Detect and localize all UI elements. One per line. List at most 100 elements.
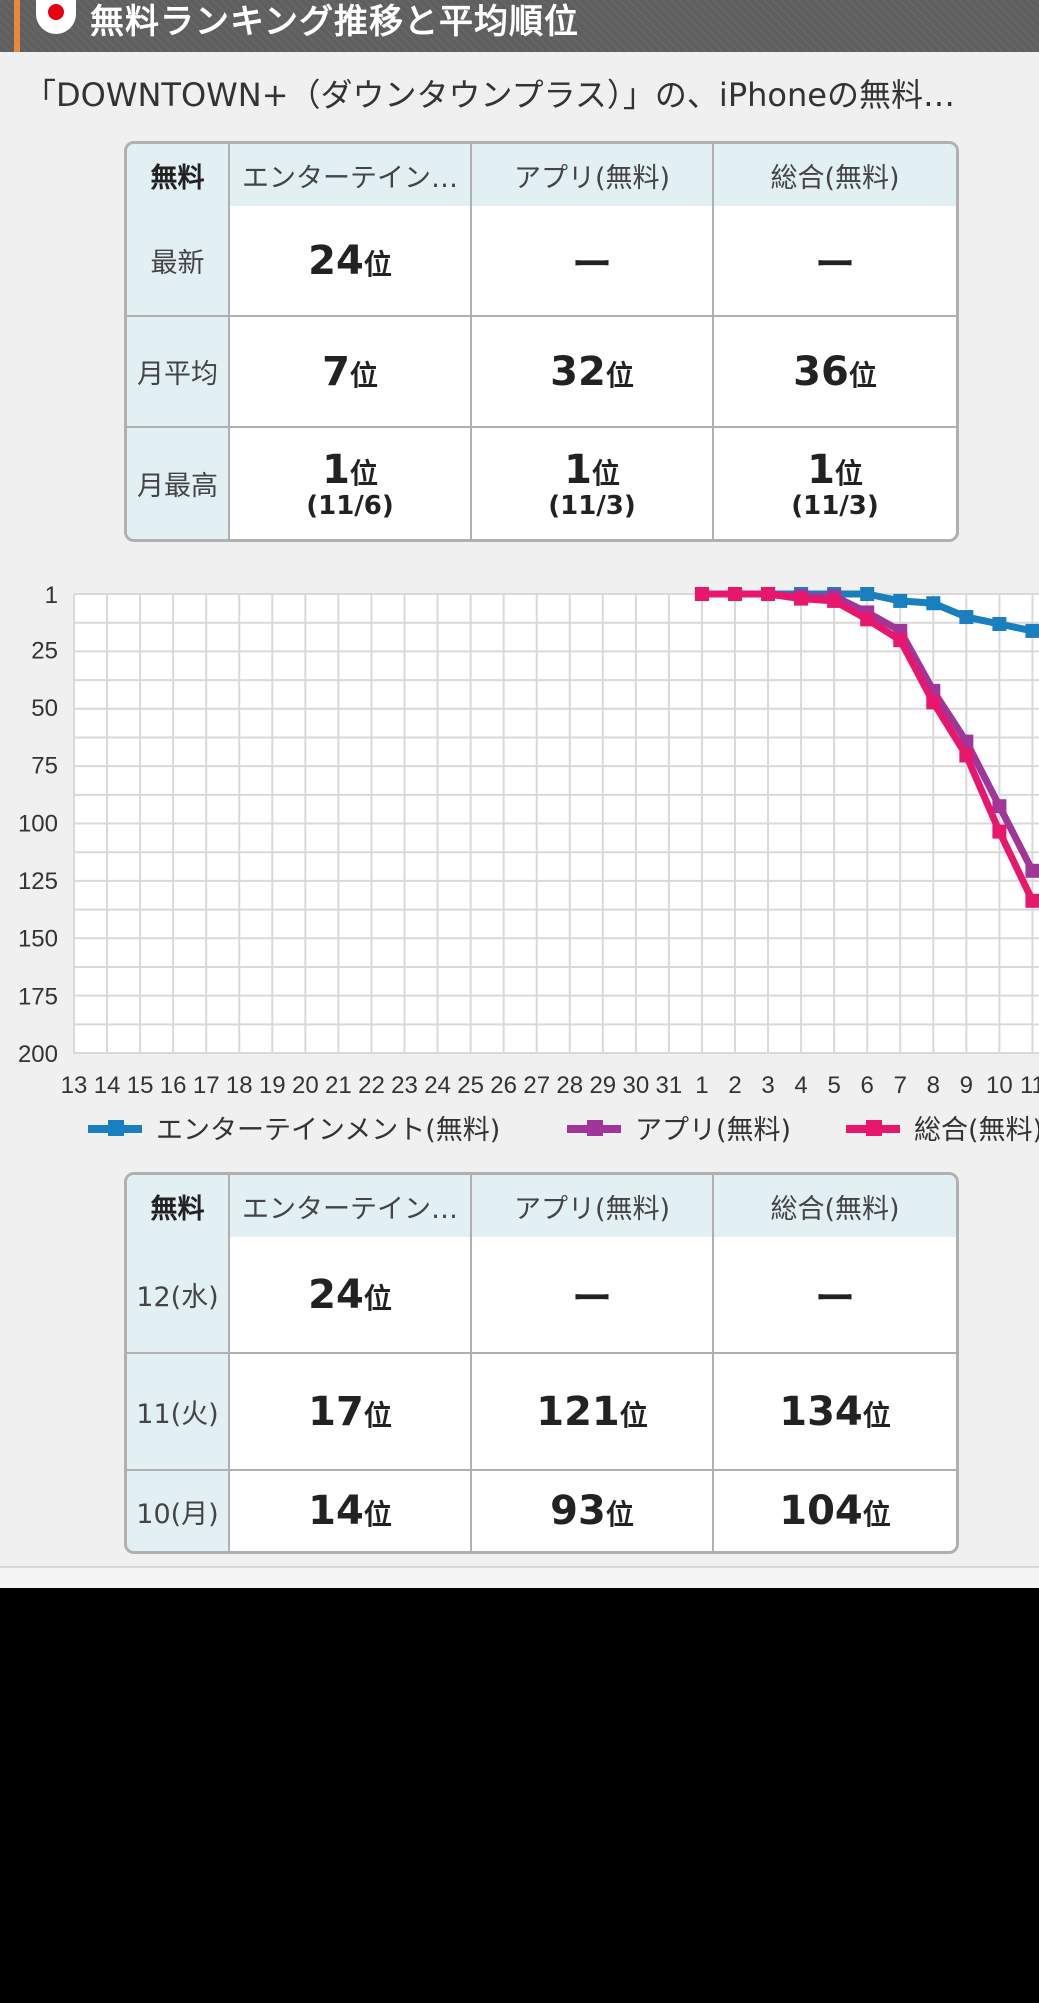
rank-cell: 17位 [230, 1354, 472, 1471]
rank-value: 24 [308, 1271, 364, 1318]
legend-item-entertainment[interactable]: エンターテインメント(無料) [88, 1108, 500, 1147]
y-tick-label: 1 [45, 582, 58, 609]
y-tick-label: 50 [31, 695, 58, 722]
x-tick-label: 7 [894, 1072, 907, 1099]
data-point [959, 748, 974, 763]
x-tick-label: 31 [656, 1072, 683, 1099]
rank-value: 121 [536, 1388, 620, 1435]
x-tick-label: 25 [457, 1072, 484, 1099]
data-point [1025, 863, 1039, 878]
data-point [893, 593, 908, 608]
rank-cell: 104位 [714, 1471, 956, 1551]
y-tick-label: 100 [18, 810, 58, 837]
table-row: 11(火) 17位 121位 134位 [127, 1354, 956, 1471]
header-accent-bar [14, 0, 20, 52]
data-point [694, 587, 709, 601]
rank-value: ー [572, 1275, 612, 1322]
rank-value: 1 [564, 446, 592, 493]
row-label-monthly-best: 月最高 [127, 428, 230, 539]
rank-value: 104 [779, 1488, 863, 1534]
rank-unit: 位 [363, 1281, 392, 1315]
rank-value: 93 [550, 1488, 606, 1534]
x-tick-label: 5 [827, 1072, 840, 1099]
column-header-app: アプリ(無料) [472, 144, 714, 206]
row-date-label: 11(火) [127, 1354, 230, 1471]
column-header-app: アプリ(無料) [472, 1175, 714, 1237]
x-tick-label: 11 [1020, 1072, 1039, 1099]
x-tick-label: 24 [424, 1072, 451, 1099]
rank-cell: 24位 [230, 206, 472, 317]
rank-cell: ー [472, 1237, 714, 1354]
rank-unit: 位 [591, 456, 620, 490]
x-tick-label: 8 [927, 1072, 940, 1099]
x-tick-label: 19 [259, 1072, 286, 1099]
table-row: 月最高 1位 (11/6) 1位 (11/3) 1位 (11/3) [127, 428, 956, 539]
x-tick-label: 22 [358, 1072, 385, 1099]
x-tick-label: 21 [325, 1072, 352, 1099]
data-point [959, 610, 974, 625]
column-header-overall: 総合(無料) [714, 144, 956, 206]
table-row: 10(月) 14位 93位 104位 [127, 1471, 956, 1551]
bottom-toolbar [0, 1566, 1039, 1588]
legend-item-app[interactable]: アプリ(無料) [567, 1108, 791, 1147]
rank-value: 1 [807, 446, 835, 493]
daily-ranking-table: 無料 エンターテイン… アプリ(無料) 総合(無料) 12(水) 24位 ー ー… [124, 1172, 959, 1554]
x-tick-label: 14 [94, 1072, 121, 1099]
rank-unit: 位 [363, 247, 392, 281]
table-row: 12(水) 24位 ー ー [127, 1237, 956, 1354]
rank-unit: 位 [605, 358, 634, 392]
rank-value: 134 [779, 1388, 863, 1435]
x-tick-label: 2 [728, 1072, 741, 1099]
x-tick-label: 17 [193, 1072, 220, 1099]
rank-unit: 位 [848, 358, 877, 392]
chart-grid [73, 593, 1039, 1054]
rank-cell: ー [714, 1237, 956, 1354]
rank-cell: 121位 [472, 1354, 714, 1471]
legend-item-overall[interactable]: 総合(無料) [846, 1108, 1039, 1147]
app-description: 「DOWNTOWN+（ダウンタウンプラス）」の、iPhoneの無料… [24, 76, 955, 114]
x-tick-label: 27 [523, 1072, 550, 1099]
data-point [926, 596, 941, 611]
rank-value: 36 [793, 348, 849, 395]
table-row: 月平均 7位 32位 36位 [127, 317, 956, 428]
legend-swatch-icon [846, 1119, 900, 1136]
rank-cell: 1位 (11/6) [230, 428, 472, 539]
x-tick-label: 26 [490, 1072, 517, 1099]
data-point [827, 593, 842, 608]
rank-value: ー [815, 1275, 855, 1322]
table-header-row: 無料 エンターテイン… アプリ(無料) 総合(無料) [127, 144, 956, 206]
data-point [1025, 623, 1039, 638]
y-tick-label: 200 [18, 1041, 58, 1068]
record-dot-icon [36, 0, 76, 34]
data-point [992, 824, 1007, 839]
x-tick-label: 16 [160, 1072, 187, 1099]
column-header-entertainment: エンターテイン… [230, 1175, 472, 1237]
data-point [761, 587, 776, 601]
rank-cell: ー [714, 206, 956, 317]
rank-cell: ー [472, 206, 714, 317]
legend-label: エンターテインメント(無料) [156, 1115, 501, 1146]
data-point [794, 591, 809, 606]
legend-swatch-icon [88, 1119, 142, 1136]
rank-value: 14 [308, 1488, 364, 1534]
table-row: 最新 24位 ー ー [127, 206, 956, 317]
data-point [926, 695, 941, 710]
column-header-overall: 総合(無料) [714, 1175, 956, 1237]
rank-cell: 1位 (11/3) [472, 428, 714, 539]
legend-label: 総合(無料) [914, 1115, 1039, 1146]
y-tick-label: 175 [18, 983, 58, 1010]
x-tick-label: 10 [986, 1072, 1013, 1099]
chart-legend: エンターテインメント(無料) アプリ(無料) 総合(無料) [0, 1108, 1039, 1148]
column-header-entertainment: エンターテイン… [230, 144, 472, 206]
rank-value: 1 [322, 446, 350, 493]
rank-cell: 24位 [230, 1237, 472, 1354]
data-point [893, 633, 908, 648]
x-tick-label: 28 [556, 1072, 583, 1099]
x-tick-label: 23 [391, 1072, 418, 1099]
summary-ranking-table: 無料 エンターテイン… アプリ(無料) 総合(無料) 最新 24位 ー ー 月平… [124, 141, 959, 542]
x-axis-ticks: 13 14 15 16 17 18 19 20 21 22 23 24 25 26 27 28 29 30 31 1 2… [61, 1072, 1039, 1099]
x-tick-label: 4 [794, 1072, 807, 1099]
y-tick-label: 75 [31, 753, 58, 780]
row-label-latest: 最新 [127, 206, 230, 317]
